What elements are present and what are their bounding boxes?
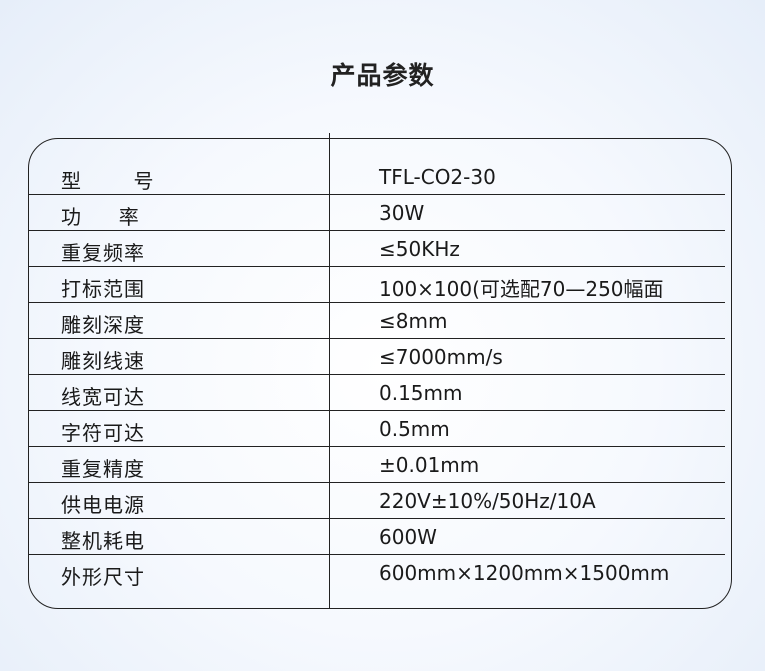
row-divider — [28, 265, 725, 267]
spec-label: 雕刻线速 — [61, 349, 145, 373]
table-row: 型 号 TFL-CO2-30 — [28, 159, 725, 195]
spec-label: 型 号 — [61, 169, 155, 193]
spec-label: 字符可达 — [61, 421, 145, 445]
row-divider — [28, 445, 725, 447]
table-row: 整机耗电 600W — [28, 519, 725, 555]
spec-label: 供电电源 — [61, 493, 145, 517]
spec-value: 600W — [379, 525, 437, 549]
spec-label: 重复精度 — [61, 457, 145, 481]
table-row: 重复精度 ±0.01mm — [28, 447, 725, 483]
row-divider — [28, 229, 725, 231]
column-divider — [329, 133, 331, 609]
spec-value: 0.5mm — [379, 417, 450, 441]
table-row: 功 率 30W — [28, 195, 725, 231]
spec-value: 0.15mm — [379, 381, 463, 405]
table-row: 雕刻深度 ≤8mm — [28, 303, 725, 339]
spec-value: 30W — [379, 201, 425, 225]
page-title: 产品参数 — [330, 61, 435, 90]
spec-value: 600mm×1200mm×1500mm — [379, 561, 670, 585]
spec-label: 线宽可达 — [61, 385, 145, 409]
table-row: 重复频率 ≤50KHz — [28, 231, 725, 267]
spec-value: TFL-CO2-30 — [379, 165, 496, 189]
spec-value: 220V±10%/50Hz/10A — [379, 489, 596, 513]
table-row: 雕刻线速 ≤7000mm/s — [28, 339, 725, 375]
spec-value: 100×100(可选配70—250幅面 — [379, 277, 664, 301]
row-divider — [28, 337, 725, 339]
spec-label: 外形尺寸 — [61, 565, 145, 589]
spec-label: 整机耗电 — [61, 529, 145, 553]
row-divider — [28, 193, 725, 195]
row-divider — [28, 409, 725, 411]
table-row: 线宽可达 0.15mm — [28, 375, 725, 411]
spec-label: 功 率 — [61, 205, 140, 229]
spec-label: 重复频率 — [61, 241, 145, 265]
row-divider — [28, 373, 725, 375]
spec-label: 雕刻深度 — [61, 313, 145, 337]
table-row: 供电电源 220V±10%/50Hz/10A — [28, 483, 725, 519]
table-row: 打标范围 100×100(可选配70—250幅面 — [28, 267, 725, 303]
spec-value: ≤50KHz — [379, 237, 460, 261]
spec-value: ±0.01mm — [379, 453, 480, 477]
spec-label: 打标范围 — [61, 277, 145, 301]
spec-value: ≤7000mm/s — [379, 345, 503, 369]
row-divider — [28, 301, 725, 303]
table-row: 字符可达 0.5mm — [28, 411, 725, 447]
row-divider — [28, 553, 725, 555]
row-divider — [28, 517, 725, 519]
row-divider — [28, 481, 725, 483]
spec-table — [28, 138, 732, 609]
spec-value: ≤8mm — [379, 309, 448, 333]
table-row: 外形尺寸 600mm×1200mm×1500mm — [28, 555, 725, 591]
